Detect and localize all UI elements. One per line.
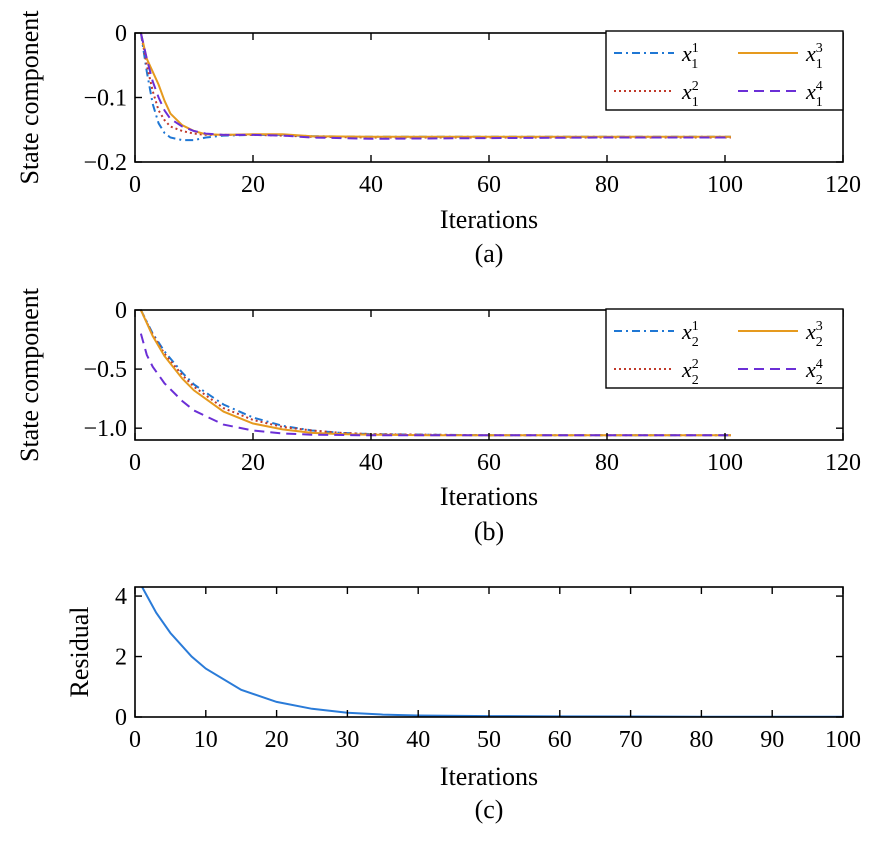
series-group — [139, 32, 731, 142]
series-group — [141, 586, 843, 717]
legend-label: x1 1 — [681, 41, 699, 72]
legend-box — [605, 30, 844, 111]
y-tick-label: −1.0 — [83, 416, 127, 442]
y-tick-label: 0 — [115, 705, 127, 731]
plot-frame — [134, 586, 844, 718]
subplot-caption: (c) — [475, 795, 504, 824]
x-axis-title: Iterations — [440, 205, 538, 234]
x-tick-label: 100 — [825, 727, 861, 753]
x-tick-label: 20 — [241, 172, 265, 198]
y-axis-title: State component — [15, 10, 44, 185]
subplot-caption: (b) — [474, 517, 504, 546]
x-tick-label: 50 — [477, 727, 501, 753]
subplot-a: 0 20 40 60 80 100 120 0 −0.1 −0.2 Iterations State … — [15, 10, 861, 268]
x-tick-label: 80 — [595, 172, 619, 198]
y-axis-title: Residual — [65, 607, 94, 698]
y-tick-label: 4 — [115, 584, 127, 610]
y-axis-title: State component — [15, 287, 44, 462]
legend: x1 1 x3 1 x2 1 x4 1 — [605, 30, 844, 111]
subplot-b: 0 20 40 60 80 100 120 0 −0.5 −1.0 Iterations State … — [15, 287, 861, 546]
x-axis-title: Iterations — [440, 482, 538, 511]
x-tick-label: 40 — [359, 172, 383, 198]
x-tick-label: 90 — [760, 727, 784, 753]
x-tick-label: 70 — [619, 727, 643, 753]
x-tick-label: 0 — [129, 727, 141, 753]
series-line-residual — [141, 586, 843, 717]
x-tick-label: 80 — [689, 727, 713, 753]
legend-label: x3 1 — [805, 41, 823, 72]
x-tick-label: 60 — [477, 172, 501, 198]
subplot-caption: (a) — [475, 239, 504, 268]
legend: x1 2 x3 2 x2 2 x4 2 — [605, 308, 844, 389]
x-tick-label: 60 — [548, 727, 572, 753]
subplot-c: 0 10 20 30 40 50 60 70 80 90 100 0 2 4 Iterations Resid… — [65, 584, 861, 824]
x-tick-label: 80 — [595, 450, 619, 476]
x-tick-label: 120 — [825, 450, 861, 476]
series-line-x11 — [139, 32, 731, 142]
legend-label: x4 1 — [805, 79, 823, 110]
x-tick-label: 100 — [707, 172, 743, 198]
legend-label: x1 2 — [681, 319, 699, 350]
legend-box — [605, 308, 844, 389]
x-tick-label: 0 — [129, 450, 141, 476]
series-line-x14 — [139, 32, 731, 140]
y-tick-label: −0.5 — [83, 357, 127, 383]
x-tick-label: 60 — [477, 450, 501, 476]
x-tick-label: 40 — [406, 727, 430, 753]
y-tick-label: −0.2 — [83, 150, 127, 176]
y-tick-label: −0.1 — [83, 86, 127, 112]
x-tick-label: 10 — [194, 727, 218, 753]
y-tick-label: 2 — [115, 645, 127, 671]
x-tick-label: 100 — [707, 450, 743, 476]
series-group — [139, 309, 731, 437]
x-tick-label: 20 — [265, 727, 289, 753]
x-tick-label: 40 — [359, 450, 383, 476]
y-tick-label: 0 — [115, 298, 127, 324]
x-tick-label: 120 — [825, 172, 861, 198]
series-line-x21 — [140, 309, 731, 437]
legend-label: x3 2 — [805, 319, 823, 350]
x-tick-label: 0 — [129, 172, 141, 198]
x-axis-title: Iterations — [440, 762, 538, 791]
legend-label: x2 1 — [681, 79, 699, 110]
legend-label: x4 2 — [805, 357, 823, 388]
x-tick-label: 30 — [335, 727, 359, 753]
y-tick-label: 0 — [115, 21, 127, 47]
legend-label: x2 2 — [681, 357, 699, 388]
x-tick-label: 20 — [241, 450, 265, 476]
series-line-x24 — [139, 333, 731, 437]
